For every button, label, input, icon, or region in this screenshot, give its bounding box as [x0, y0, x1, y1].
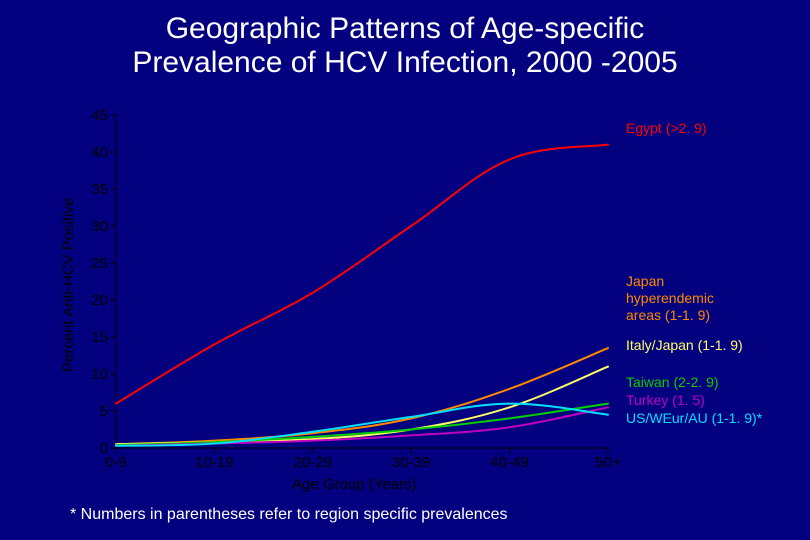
y-tick-label: 35 — [91, 181, 108, 198]
series-line — [116, 348, 608, 444]
y-tick-label: 40 — [91, 144, 108, 161]
legend-label: US/WEur/AU (1-1. 9)* — [626, 410, 762, 427]
legend-label: Egypt (>2. 9) — [626, 120, 707, 137]
legend-label: Italy/Japan (1-1. 9) — [626, 337, 743, 354]
x-tick-label: 40-49 — [470, 454, 550, 471]
y-tick-label: 10 — [91, 366, 108, 383]
x-tick-label: 50+ — [568, 454, 648, 471]
x-tick-label: 30-39 — [371, 454, 451, 471]
x-tick-label: 10-19 — [174, 454, 254, 471]
y-tick-label: 15 — [91, 329, 108, 346]
y-tick-label: 45 — [91, 107, 108, 124]
legend-label: Taiwan (2-2. 9) — [626, 374, 719, 391]
legend-label: Japan hyperendemic areas (1-1. 9) — [626, 273, 714, 324]
slide-root: Geographic Patterns of Age-specific Prev… — [0, 0, 810, 540]
footnote: * Numbers in parentheses refer to region… — [70, 506, 508, 524]
series-line — [116, 404, 608, 446]
x-tick-label: 20-29 — [273, 454, 353, 471]
x-tick-label: 0-9 — [76, 454, 156, 471]
legend-label: Turkey (1. 5) — [626, 392, 705, 409]
y-tick-label: 25 — [91, 255, 108, 272]
y-tick-label: 5 — [100, 403, 108, 420]
series-line — [116, 145, 608, 404]
y-tick-label: 30 — [91, 218, 108, 235]
y-tick-label: 20 — [91, 292, 108, 309]
